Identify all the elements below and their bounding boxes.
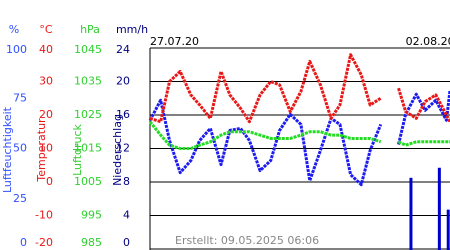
y-tick-label: 12 [116, 142, 130, 155]
series-line [148, 90, 450, 187]
axis-unit: % [9, 23, 19, 36]
y-tick-label: 24 [116, 43, 130, 56]
y-tick-label: 75 [13, 91, 27, 104]
y-tick-label: 0 [20, 236, 27, 249]
y-tick-label: 40 [39, 43, 53, 56]
y-tick-label: 100 [6, 43, 27, 56]
axis-title: Luftdruck [71, 123, 84, 175]
y-tick-label: 4 [123, 209, 130, 222]
x-tick-label: 02.08.20 [406, 35, 450, 48]
y-tick-label: 985 [81, 236, 102, 249]
series-line [148, 120, 450, 150]
y-tick-label: 0 [46, 175, 53, 188]
y-tick-label: 30 [39, 75, 53, 88]
y-tick-label: 50 [13, 142, 27, 155]
y-tick-label: 1025 [74, 108, 102, 121]
y-tick-label: 20 [116, 75, 130, 88]
series-line [149, 53, 450, 124]
y-tick-label: 995 [81, 209, 102, 222]
y-tick-label: 1035 [74, 75, 102, 88]
y-tick-label: 0 [123, 236, 130, 249]
precipitation-bar [446, 209, 450, 250]
y-tick-label: 16 [116, 108, 130, 121]
y-tick-label: 1015 [74, 142, 102, 155]
y-tick-label: -10 [35, 209, 53, 222]
y-tick-label: 1005 [74, 175, 102, 188]
precipitation-bar [409, 177, 413, 250]
precipitation-bar [437, 167, 441, 250]
footer: Erstellt: 09.05.2025 06:06 [175, 234, 319, 247]
axis-unit: mm/h [116, 23, 148, 36]
axis-title: Temperatur [35, 118, 48, 183]
y-tick-label: 25 [13, 192, 27, 205]
axis-unit: °C [39, 23, 53, 36]
y-tick-label: 8 [123, 175, 130, 188]
y-tick-label: 20 [39, 108, 53, 121]
y-tick-label: 10 [39, 142, 53, 155]
y-tick-label: -20 [35, 236, 53, 249]
y-tick-label: 1045 [74, 43, 102, 56]
axis-title: Luftfeuchtigkeit [1, 106, 14, 193]
axis-unit: hPa [80, 23, 100, 36]
x-tick-label: 27.07.20 [150, 35, 199, 48]
axis-title: Niederschlag [111, 114, 124, 186]
